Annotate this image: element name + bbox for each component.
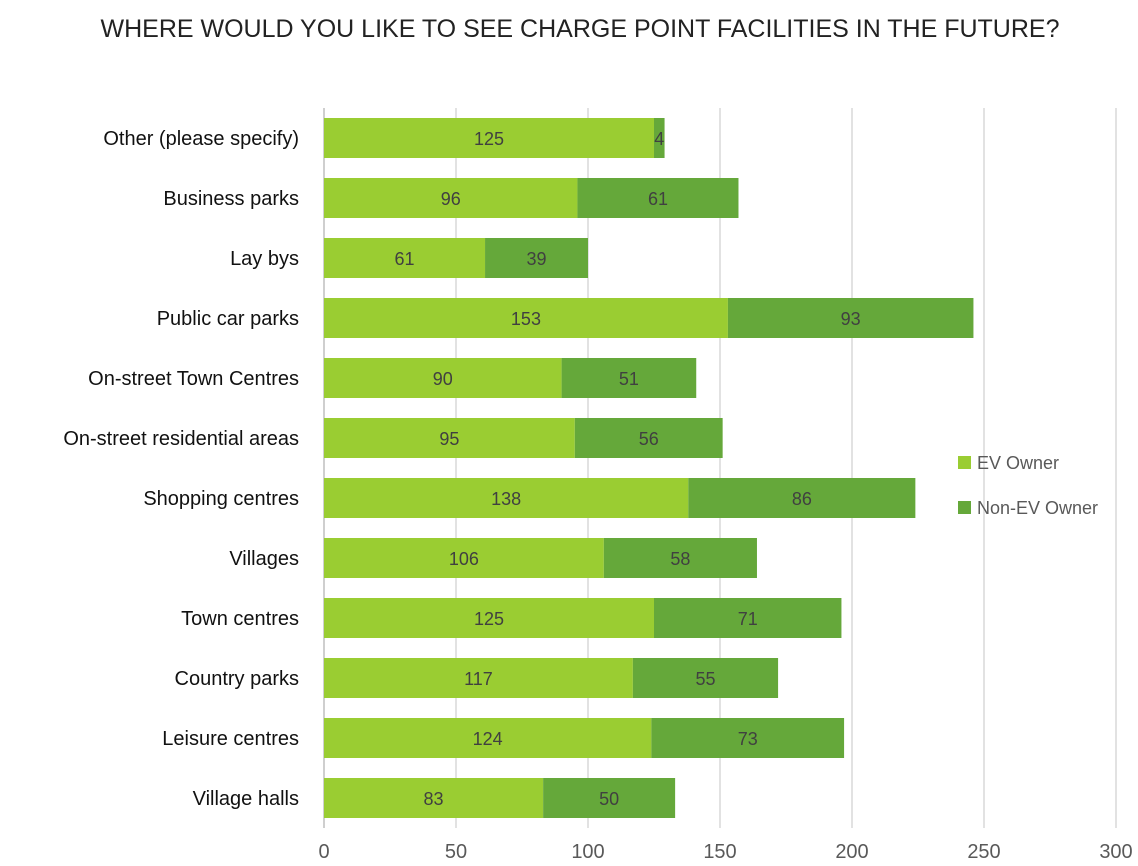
bar-segment-ev-owner [324,658,633,698]
category-label: Town centres [181,608,299,630]
bar-segment-non-ev-owner [727,298,974,338]
data-label: 50 [599,789,619,809]
x-tick-label-100: 100 [571,841,604,863]
bars [324,118,974,818]
category-label: Other (please specify) [103,128,299,150]
x-tick-label-250: 250 [967,841,1000,863]
category-label: Country parks [175,668,300,690]
data-label: 117 [464,669,493,689]
data-label: 58 [670,549,690,569]
category-label: Shopping centres [143,488,299,510]
legend: EV Owner Non-EV Owner [958,453,1098,518]
category-labels: Other (please specify) Business parks Lay … [63,128,299,810]
data-label: 86 [792,489,812,509]
bar-segment-non-ev-owner [632,658,779,698]
category-label: On-street residential areas [63,428,299,450]
bar-segment-ev-owner [324,358,562,398]
bar-segment-non-ev-owner [654,598,842,638]
bar-segment-ev-owner [324,478,689,518]
chart-title: WHERE WOULD YOU LIKE TO SEE CHARGE POINT… [100,15,1060,43]
legend-swatch [958,501,971,514]
category-label: On-street Town Centres [88,368,299,390]
bar-segment-ev-owner [324,778,544,818]
data-label: 73 [738,729,758,749]
data-label: 125 [474,609,504,629]
data-label: 4 [654,129,664,149]
bar-segment-ev-owner [324,238,486,278]
x-tick-label-200: 200 [835,841,868,863]
data-label: 96 [441,189,461,209]
bar-segment-non-ev-owner [654,118,665,158]
data-label: 106 [449,549,479,569]
data-label: 90 [433,369,453,389]
bar-segment-non-ev-owner [561,358,697,398]
data-label: 95 [439,429,459,449]
gridlines [323,108,1117,828]
bar-segment-ev-owner [324,718,652,758]
x-tick-label-0: 0 [318,841,329,863]
bar-segment-non-ev-owner [577,178,739,218]
data-label: 125 [474,129,504,149]
data-label: 71 [738,609,758,629]
data-label: 61 [395,249,415,269]
category-label: Villages [229,548,299,570]
bar-segment-non-ev-owner [688,478,916,518]
bar-segment-non-ev-owner [603,538,757,578]
category-label: Business parks [163,188,299,210]
data-label: 61 [648,189,668,209]
data-label: 51 [619,369,639,389]
data-label: 55 [695,669,715,689]
bar-segment-ev-owner [324,598,654,638]
data-labels: 125 4 96 61 61 39 153 93 90 51 95 56 138 86 106 58 125 71… [395,129,861,809]
legend-label: Non-EV Owner [977,498,1098,518]
data-label: 83 [424,789,444,809]
bar-segment-non-ev-owner [543,778,676,818]
bar-segment-ev-owner [324,538,604,578]
x-axis-tick-labels: 0 50 100 150 200 250 300 [318,841,1132,863]
x-tick-label-300: 300 [1099,841,1132,863]
data-label: 93 [841,309,861,329]
legend-label: EV Owner [977,453,1059,473]
x-tick-label-150: 150 [703,841,736,863]
category-label: Leisure centres [162,728,299,750]
bar-segment-ev-owner [324,178,578,218]
bar-segment-ev-owner [324,298,728,338]
data-label: 56 [639,429,659,449]
bar-segment-ev-owner [324,418,575,458]
legend-swatch [958,456,971,469]
data-label: 39 [527,249,547,269]
bar-segment-ev-owner [324,118,654,158]
bar-segment-non-ev-owner [485,238,588,278]
data-label: 153 [511,309,541,329]
category-label: Lay bys [230,248,299,270]
bar-segment-non-ev-owner [574,418,723,458]
data-label: 124 [473,729,503,749]
x-tick-label-50: 50 [445,841,467,863]
category-label: Public car parks [157,308,299,330]
category-label: Village halls [193,788,299,810]
bar-segment-non-ev-owner [651,718,845,758]
data-label: 138 [491,489,521,509]
